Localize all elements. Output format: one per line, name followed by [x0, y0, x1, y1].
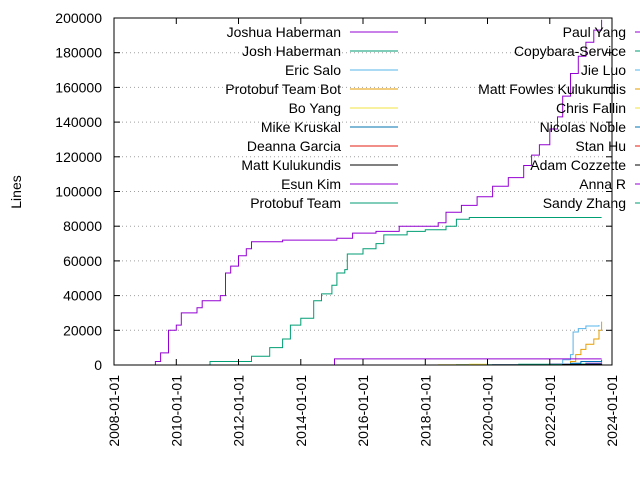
series-lines — [150, 19, 603, 366]
legend-label: Sandy Zhang — [543, 195, 626, 211]
x-axis: 2008-01-01 2010-01-01 2012-01-01 2014-01-01… — [106, 18, 620, 447]
y-axis: 0 20000 40000 60000 80000 100000 120000 140000 1… — [55, 10, 612, 373]
y-axis-label: Lines — [8, 175, 24, 208]
legend-label: Protobuf Team Bot — [225, 81, 341, 97]
y-tick-label: 100000 — [55, 184, 102, 200]
x-tick-label: 2008-01-01 — [106, 375, 122, 447]
legend: Joshua Haberman Josh Haberman Eric Salo Pro… — [225, 24, 640, 211]
legend-label: Anna R — [579, 176, 626, 192]
x-tick-label: 2018-01-01 — [417, 375, 433, 447]
legend-label: Mike Kruskal — [261, 119, 341, 135]
y-tick-label: 180000 — [55, 45, 102, 61]
y-tick-label: 80000 — [63, 218, 102, 234]
legend-label: Matt Fowles Kulukundis — [478, 81, 626, 97]
legend-label: Paul Yang — [563, 24, 626, 40]
legend-label: Matt Kulukundis — [241, 157, 341, 173]
grid-lines — [114, 52, 612, 331]
y-tick-label: 120000 — [55, 149, 102, 165]
y-tick-label: 60000 — [63, 253, 102, 269]
series-line — [207, 217, 602, 366]
legend-label: Joshua Haberman — [227, 24, 341, 40]
y-tick-label: 140000 — [55, 114, 102, 130]
legend-label: Eric Salo — [285, 62, 341, 78]
series-line — [150, 19, 603, 366]
x-tick-label: 2012-01-01 — [231, 375, 247, 447]
y-tick-label: 160000 — [55, 79, 102, 95]
y-tick-label: 40000 — [63, 288, 102, 304]
legend-label: Jie Luo — [581, 62, 626, 78]
legend-label: Copybara-Service — [514, 43, 626, 59]
x-tick-label: 2016-01-01 — [355, 375, 371, 447]
series-line — [554, 325, 600, 366]
legend-label: Adam Cozzette — [530, 157, 626, 173]
series-line — [562, 321, 603, 366]
y-tick-label: 20000 — [63, 322, 102, 338]
legend-label: Josh Haberman — [242, 43, 341, 59]
legend-label: Esun Kim — [281, 176, 341, 192]
legend-label: Chris Fallin — [556, 100, 626, 116]
legend-label: Nicolas Noble — [540, 119, 627, 135]
x-tick-label: 2020-01-01 — [480, 375, 496, 447]
legend-label: Stan Hu — [575, 138, 626, 154]
x-tick-label: 2024-01-01 — [604, 375, 620, 447]
x-tick-label: 2014-01-01 — [293, 375, 309, 447]
legend-label: Protobuf Team — [250, 195, 341, 211]
y-tick-label: 0 — [94, 357, 102, 373]
x-tick-label: 2022-01-01 — [542, 375, 558, 447]
y-tick-label: 200000 — [55, 10, 102, 26]
legend-label: Bo Yang — [289, 100, 341, 116]
legend-label: Deanna Garcia — [247, 138, 341, 154]
x-tick-label: 2010-01-01 — [168, 375, 184, 447]
